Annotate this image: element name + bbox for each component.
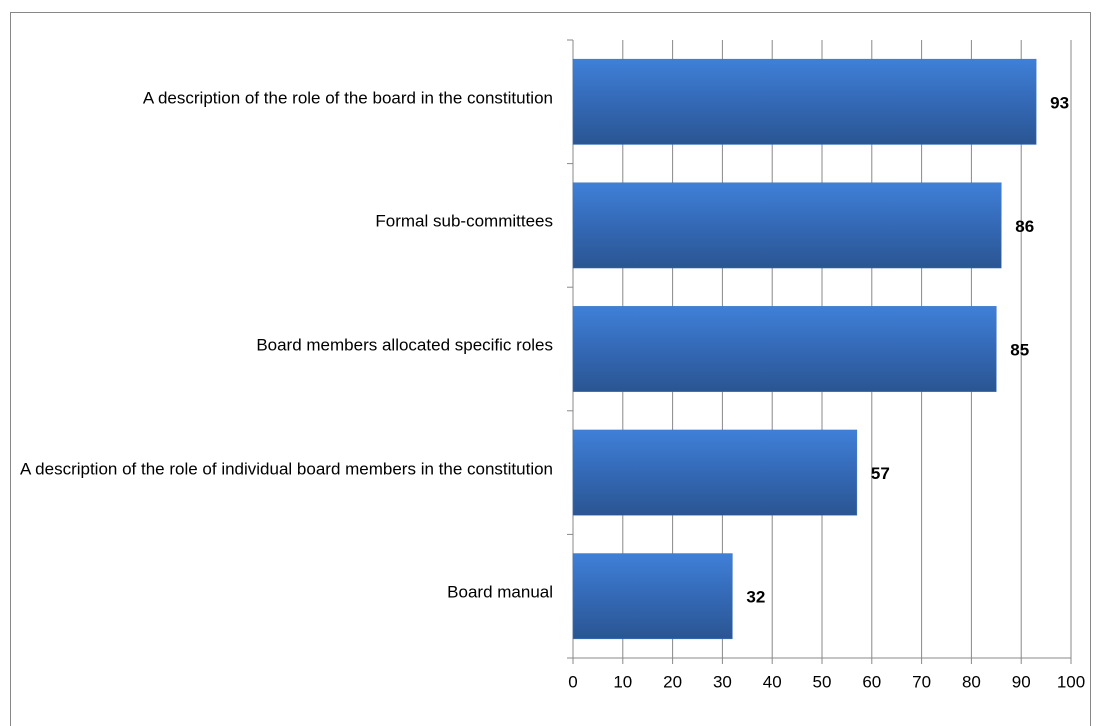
bar	[572, 58, 1037, 145]
category-label: A description of the role of individual …	[20, 459, 553, 479]
data-label: 93	[1050, 93, 1069, 112]
x-tick-label: 60	[862, 672, 881, 691]
category-label: Board members allocated specific roles	[256, 335, 553, 355]
bar	[572, 553, 733, 640]
data-label: 32	[746, 588, 765, 607]
category-label: Formal sub-committees	[375, 211, 553, 231]
bar	[572, 182, 1002, 269]
data-label: 57	[871, 464, 890, 483]
x-tick-label: 70	[912, 672, 931, 691]
x-tick-label: 20	[663, 672, 682, 691]
bar	[572, 429, 858, 516]
data-label: 85	[1010, 340, 1029, 359]
category-label: A description of the role of the board i…	[142, 88, 553, 108]
category-label: Board manual	[447, 582, 553, 602]
data-label: 86	[1015, 217, 1034, 236]
bar	[572, 306, 997, 392]
x-tick-label: 40	[763, 672, 782, 691]
x-tick-label: 90	[1012, 672, 1031, 691]
x-tick-label: 10	[613, 672, 632, 691]
frame	[10, 12, 1091, 726]
x-tick-label: 50	[813, 672, 832, 691]
x-tick-label: 80	[962, 672, 981, 691]
x-tick-label: 100	[1057, 672, 1085, 691]
x-tick-label: 30	[713, 672, 732, 691]
x-tick-label: 0	[568, 672, 577, 691]
